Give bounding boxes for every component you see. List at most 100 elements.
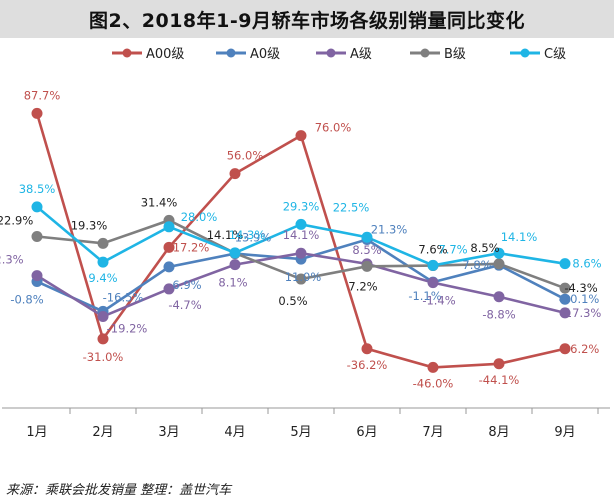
data-label: 22.5%: [333, 200, 370, 214]
data-label: 21.3%: [371, 223, 408, 237]
data-point: [97, 237, 109, 249]
data-label: 7.7%: [438, 242, 467, 256]
data-point: [31, 230, 43, 242]
data-label: 8.1%: [218, 276, 247, 290]
chart-title: 图2、2018年1-9月轿车市场各级别销量同比变化: [89, 9, 525, 32]
data-point: [559, 258, 571, 270]
data-point: [31, 270, 43, 282]
x-tick-label: 7月: [422, 425, 443, 440]
data-point: [559, 282, 571, 294]
legend-marker: [420, 48, 430, 58]
data-label: 14.1%: [283, 228, 320, 242]
data-label: -4.7%: [168, 298, 201, 312]
x-tick-label: 2月: [92, 425, 113, 440]
data-label: 2.3%: [0, 253, 24, 267]
legend: A00级 A0级 A级 B级 C级: [112, 47, 566, 62]
line-chart: 1月 2月 3月 4月 5月 6月 7月 8月 9月 A00级 A0级 A级 B级 C级 87.7% -3…: [0, 47, 610, 440]
data-label: 8.6%: [572, 257, 601, 271]
data-point: [493, 291, 505, 303]
data-label: -1.1%: [408, 289, 441, 303]
legend-label: A0级: [250, 47, 280, 62]
data-label: -1.4%: [422, 294, 455, 308]
data-label: 0.5%: [278, 294, 307, 308]
x-tick-label: 3月: [158, 425, 179, 440]
data-label: 8.5%: [470, 241, 499, 255]
legend-marker: [326, 48, 336, 58]
data-points: [31, 107, 571, 373]
data-label: -16.5%: [103, 290, 144, 304]
data-label: -36.2%: [559, 342, 600, 356]
data-label: 19.3%: [71, 218, 108, 232]
x-tick-label: 6月: [356, 425, 377, 440]
data-point: [361, 260, 373, 272]
legend-marker: [520, 48, 530, 58]
x-tick-label: 8月: [488, 425, 509, 440]
legend-label: A级: [350, 47, 372, 62]
data-label: 22.9%: [0, 213, 33, 227]
data-label: -19.2%: [107, 321, 148, 335]
data-point: [361, 343, 373, 355]
data-label: 7.8%: [462, 258, 491, 272]
data-label: -17.3%: [561, 306, 602, 320]
data-label: 29.3%: [283, 199, 320, 213]
data-point: [295, 273, 307, 285]
data-point: [229, 259, 241, 271]
data-point: [361, 231, 373, 243]
data-point: [229, 247, 241, 259]
legend-label: C级: [544, 47, 566, 62]
data-label: -31.0%: [83, 350, 124, 364]
data-point: [31, 201, 43, 213]
data-label: 13.9%: [235, 231, 272, 245]
source-note: 来源：乘联会批发销量 整理：盖世汽车: [6, 483, 232, 498]
data-label: 7.2%: [348, 279, 377, 293]
data-label: 7.6%: [418, 243, 447, 257]
data-label: 17.2%: [173, 240, 210, 254]
data-label: 6.9%: [172, 278, 201, 292]
data-label: 28.0%: [181, 210, 218, 224]
data-label: 14.1%: [501, 230, 538, 244]
data-point: [559, 293, 571, 305]
legend-label: B级: [444, 47, 466, 62]
data-label: 8.5%: [352, 243, 381, 257]
data-label: -44.1%: [479, 373, 520, 387]
data-label: -4.3%: [564, 281, 597, 295]
data-label: -36.2%: [347, 358, 388, 372]
legend-label: A00级: [146, 47, 184, 62]
data-label: 87.7%: [24, 88, 61, 102]
data-point: [295, 130, 307, 142]
data-labels: 87.7% -31.0% 17.2% 56.0% 76.0% -36.2% -46.0% -4…: [0, 88, 602, 390]
x-tick-label: 9月: [554, 425, 575, 440]
data-label: 14.3%: [229, 228, 266, 242]
data-label: 9.4%: [88, 271, 117, 285]
data-point: [559, 343, 571, 355]
data-point: [427, 277, 439, 289]
data-point: [31, 107, 43, 119]
data-point: [229, 168, 241, 180]
data-point: [493, 258, 505, 270]
x-axis: 1月 2月 3月 4月 5月 6月 7月 8月 9月: [2, 407, 610, 440]
data-point: [97, 333, 109, 345]
data-point: [163, 283, 175, 295]
x-tick-label: 4月: [224, 425, 245, 440]
x-tick-label: 5月: [290, 425, 311, 440]
data-point: [493, 358, 505, 370]
legend-marker: [226, 48, 236, 58]
data-label: -10.1%: [559, 292, 600, 306]
data-label: -8.8%: [482, 308, 515, 322]
legend-marker: [122, 48, 132, 58]
data-label: -0.8%: [10, 293, 43, 307]
data-label: 56.0%: [227, 149, 264, 163]
data-point: [427, 361, 439, 373]
data-point: [493, 247, 505, 259]
data-point: [163, 221, 175, 233]
data-label: 14.1%: [207, 228, 244, 242]
data-label: 11.0%: [285, 270, 322, 284]
data-label: -46.0%: [413, 376, 454, 390]
data-point: [163, 261, 175, 273]
data-label: 31.4%: [141, 195, 178, 209]
title-bar: 图2、2018年1-9月轿车市场各级别销量同比变化: [0, 0, 614, 38]
data-point: [559, 307, 571, 319]
data-label: 38.5%: [19, 182, 56, 196]
x-tick-label: 1月: [26, 425, 47, 440]
data-point: [97, 310, 109, 322]
